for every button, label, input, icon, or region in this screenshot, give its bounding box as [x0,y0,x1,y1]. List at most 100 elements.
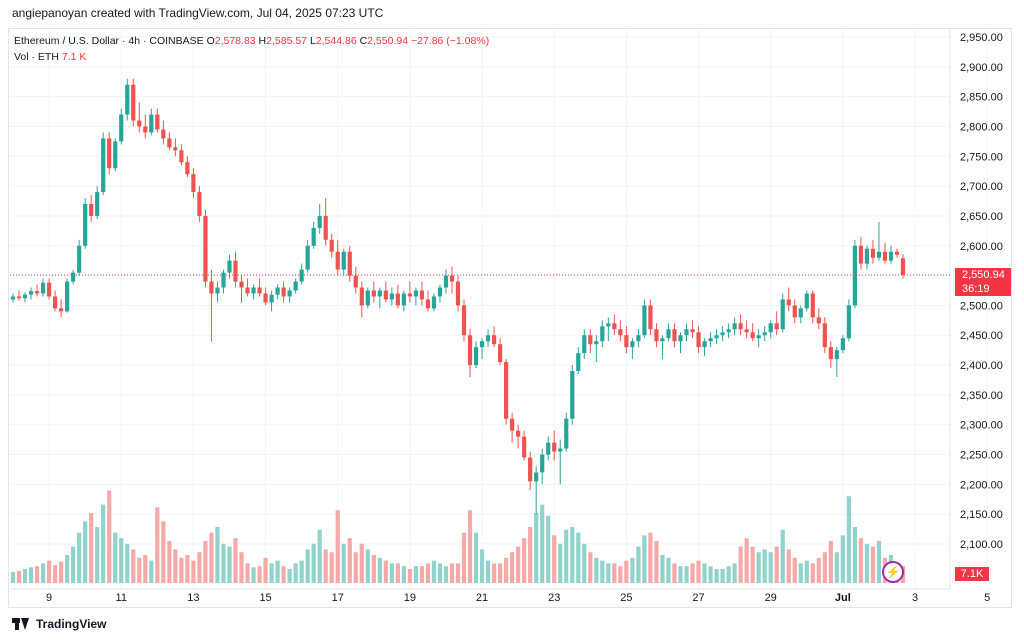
candle-body [16,296,22,299]
volume-bar [257,566,262,583]
candle-body [564,418,569,449]
candle-body [113,141,118,169]
volume-bar [413,566,419,583]
y-tick-label: 2,100.00 [960,539,1003,551]
candle-body [588,335,593,345]
volume-bar [209,532,214,583]
candle-body [401,293,406,306]
y-tick-label: 2,200.00 [960,479,1003,491]
volume-bar [287,569,292,583]
volume-bar [858,538,864,583]
volume-bar [221,543,226,583]
volume-bar [389,563,394,583]
volume-bar [161,521,166,583]
candle-body [798,308,803,318]
volume-bar [582,543,587,583]
candle-body [137,120,142,127]
candle-body [792,305,797,318]
volume-bar [564,529,569,583]
volume-bar [516,546,521,583]
volume-bar [485,560,491,583]
volume-bar [732,563,737,583]
volume-bar [479,549,485,583]
candle-body [840,338,845,351]
volume-bar [89,513,94,583]
candle-body [870,248,876,258]
high-value: 2,585.57 [266,35,308,47]
candle-body [95,192,100,216]
y-tick-label: 2,700.00 [960,181,1003,193]
volume-bar [443,566,449,583]
volume-bar [449,563,455,583]
volume-bar [534,513,539,583]
volume-bar [395,563,400,583]
x-tick-label: 11 [116,592,127,604]
candle-body [101,138,106,193]
candle-body [28,291,34,295]
volume-bar [137,557,142,583]
candle-body [606,323,611,327]
y-tick-label: 2,150.00 [960,509,1003,521]
volume-bar [497,563,503,583]
volume-bar [810,563,815,583]
volume-bar [588,552,593,583]
volume-bar [335,510,340,583]
candle-body [582,335,587,354]
close-value: 2,550.94 [367,35,409,47]
volume-bar [552,535,557,583]
candle-body [690,329,695,333]
volume-bar [666,557,671,583]
volume-bar [40,563,46,583]
volume-bar [864,543,870,583]
y-tick-label: 2,300.00 [960,420,1003,432]
volume-bar [654,541,659,583]
volume-bar [107,490,112,583]
volume-bar [95,527,100,583]
candle-body [780,299,785,330]
high-label: H [258,35,267,47]
volume-bar [648,532,653,583]
candle-body [600,326,605,342]
volume-bar [323,549,328,583]
candle-body [449,275,455,282]
candle-body [251,287,256,294]
candle-body [834,350,839,360]
candle-body [510,418,515,431]
volume-bar [407,569,412,583]
lightning-icon[interactable]: ⚡ [882,561,904,583]
y-tick-label: 2,850.00 [960,92,1003,104]
volume-bar [528,527,533,583]
volume-bar [792,557,797,583]
candle-body [371,290,376,297]
candle-body [648,305,653,330]
candle-body [852,245,857,306]
volume-bar [846,496,851,583]
x-tick-label: 17 [332,592,344,604]
candle-body [522,436,527,458]
volume-bar [215,527,220,583]
candle-body [419,290,425,300]
volume-bar [347,538,352,583]
candle-body [485,335,491,342]
low-value: 2,544.86 [315,35,357,47]
candle-body [786,299,791,306]
volume-bar [28,567,34,583]
candle-body [708,338,713,342]
volume-bar [636,546,641,583]
y-tick-label: 2,450.00 [960,330,1003,342]
candle-body [257,287,262,294]
volume-bar [678,566,683,583]
volume-bar [149,560,154,583]
volume-bar [630,557,635,583]
candle-body [678,335,683,342]
candle-body [822,323,827,348]
candle-body [179,150,184,163]
candle-body [636,335,641,342]
candle-body [882,251,888,261]
candle-body [443,275,449,288]
volume-bar [720,569,725,583]
candle-body [281,287,286,297]
volume-bar [522,538,527,583]
candle-body [720,332,725,336]
